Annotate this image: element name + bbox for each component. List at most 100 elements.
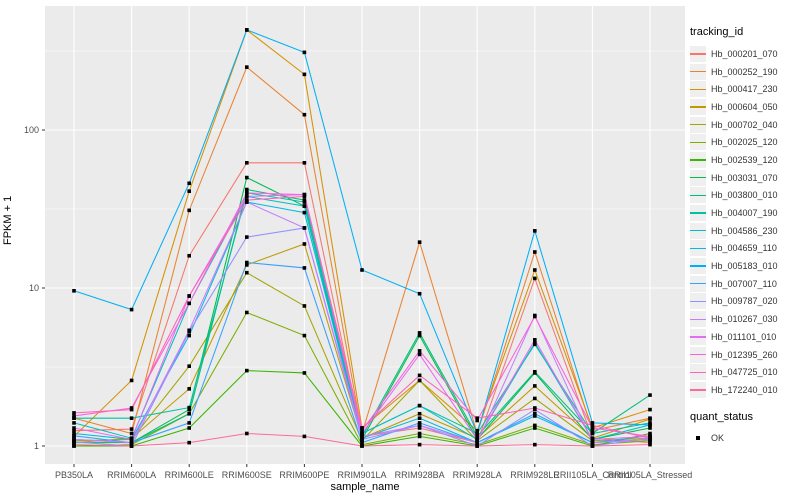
x-tick-label: RRII105LA_Stressed — [608, 470, 693, 480]
data-point — [533, 384, 537, 388]
black-square-point-icon — [690, 430, 706, 446]
data-point — [648, 436, 652, 441]
legend-item-Hb_007007_110: Hb_007007_110 — [690, 275, 800, 293]
data-point — [245, 310, 249, 315]
data-point — [302, 204, 307, 208]
data-point — [129, 307, 134, 312]
data-point — [245, 368, 249, 373]
x-tick-label: RRIM600LA — [107, 470, 156, 480]
legend-item-Hb_004659_110: Hb_004659_110 — [690, 240, 800, 258]
data-point — [475, 431, 479, 436]
data-point — [245, 270, 249, 275]
legend-line-swatch — [690, 169, 706, 186]
legend-item-label: Hb_007007_110 — [711, 278, 777, 289]
data-point — [417, 291, 422, 296]
data-point — [648, 421, 652, 425]
legend-line-swatch — [690, 45, 706, 62]
data-point — [245, 65, 249, 69]
legend-line-swatch — [690, 187, 706, 204]
data-point — [72, 431, 76, 436]
x-tick-label: RRIM901LA — [337, 470, 386, 480]
legend-item-label: Hb_047725_010 — [711, 367, 778, 378]
legend-item-label: Hb_005183_010 — [711, 261, 778, 272]
data-point — [533, 426, 537, 430]
y-tick-label: 10 — [29, 283, 39, 293]
data-point — [245, 175, 249, 180]
data-point — [648, 434, 652, 439]
legend-item-Hb_012395_260: Hb_012395_260 — [690, 346, 800, 364]
data-point — [417, 411, 422, 416]
data-point — [187, 208, 191, 213]
data-point — [302, 198, 307, 202]
data-point — [648, 417, 652, 421]
legend-line-swatch — [690, 311, 706, 328]
data-point — [360, 437, 364, 442]
data-point — [187, 405, 191, 410]
data-point — [72, 289, 76, 293]
data-point — [360, 426, 364, 430]
legend-item-label: OK — [711, 432, 725, 443]
data-point — [129, 444, 134, 448]
legend-item-Hb_004007_190: Hb_004007_190 — [690, 204, 800, 222]
legend-item-Hb_172240_010: Hb_172240_010 — [690, 381, 800, 399]
data-point — [302, 371, 307, 375]
data-point — [417, 373, 422, 378]
data-point — [533, 314, 537, 319]
data-point — [533, 250, 537, 254]
data-point — [187, 189, 191, 193]
data-point — [72, 414, 76, 418]
legend-line-swatch — [690, 293, 706, 310]
data-point — [417, 352, 422, 357]
data-point — [533, 411, 537, 416]
legend-line-swatch — [690, 328, 706, 345]
x-axis-title: sample_name — [330, 481, 400, 493]
legend-item-label: Hb_003800_010 — [711, 190, 778, 201]
data-point — [417, 421, 422, 425]
data-point — [72, 426, 76, 430]
data-point — [360, 444, 364, 448]
data-point — [245, 260, 249, 265]
data-point — [648, 431, 652, 436]
data-point — [648, 440, 652, 445]
legend-line-swatch — [690, 222, 706, 239]
legend-item-label: Hb_172240_010 — [711, 384, 778, 395]
data-point — [245, 187, 249, 192]
data-point — [590, 421, 595, 425]
legend-item-label: Hb_009787_020 — [711, 296, 778, 307]
legend-item-label: Hb_003031_070 — [711, 172, 778, 183]
data-point — [72, 411, 76, 415]
legend-item-Hb_047725_010: Hb_047725_010 — [690, 363, 800, 381]
data-point — [72, 442, 76, 447]
data-point — [187, 253, 191, 258]
data-point — [72, 421, 76, 425]
y-axis-title: FPKM + 1 — [2, 195, 14, 245]
legend-item-Hb_000604_050: Hb_000604_050 — [690, 98, 800, 116]
data-point — [590, 440, 595, 445]
legend-item-Hb_000201_070: Hb_000201_070 — [690, 45, 800, 63]
data-point — [72, 437, 76, 442]
legend-item-Hb_002539_120: Hb_002539_120 — [690, 151, 800, 169]
data-point — [360, 428, 364, 433]
data-point — [648, 393, 652, 397]
data-point — [475, 440, 479, 445]
data-point — [417, 426, 422, 430]
data-point — [648, 407, 652, 412]
x-tick-label: RRIM600SE — [222, 470, 272, 480]
legend-item-Hb_000702_040: Hb_000702_040 — [690, 116, 800, 134]
legend-item-label: Hb_000201_070 — [711, 48, 778, 59]
y-tick-label: 1 — [34, 441, 39, 451]
legend: tracking_id Hb_000201_070 Hb_000252_190 Hb… — [690, 26, 800, 446]
data-point — [245, 194, 249, 199]
legend-item-Hb_009787_020: Hb_009787_020 — [690, 293, 800, 311]
legend-item-Hb_000252_190: Hb_000252_190 — [690, 63, 800, 81]
data-point — [129, 437, 134, 442]
legend-title-quant-status: quant_status — [690, 410, 753, 423]
legend-item-label: Hb_010267_030 — [711, 314, 778, 325]
legend-item-Hb_000417_230: Hb_000417_230 — [690, 80, 800, 98]
data-point — [302, 210, 307, 215]
data-point — [417, 331, 422, 335]
data-point — [245, 191, 249, 195]
data-point — [245, 200, 249, 204]
